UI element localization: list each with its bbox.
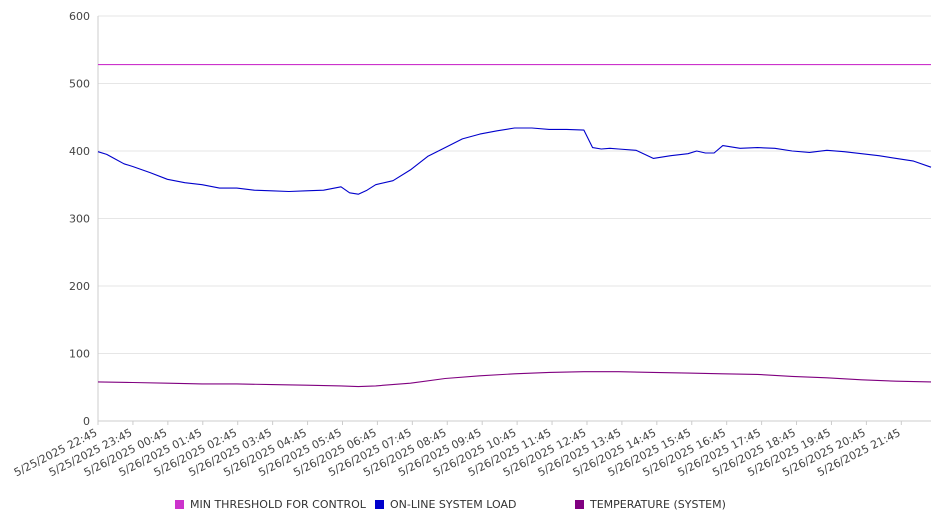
y-tick-label: 300 — [69, 213, 90, 226]
legend-swatch-threshold — [175, 500, 184, 509]
y-tick-label: 600 — [69, 10, 90, 23]
gridlines — [98, 15, 931, 354]
legend-label-system-load: ON-LINE SYSTEM LOAD — [390, 498, 517, 511]
legend-swatch-system-load — [375, 500, 384, 509]
legend-item-threshold[interactable]: MIN THRESHOLD FOR CONTROL — [175, 498, 366, 511]
y-tick-label: 500 — [69, 78, 90, 91]
legend-swatch-temperature — [575, 500, 584, 509]
system-load-line — [97, 127, 932, 195]
y-tick-label: 100 — [69, 348, 90, 361]
series-lines — [97, 64, 932, 388]
temperature-line — [97, 371, 932, 388]
y-axis-ticks: 0 100 200 300 400 500 600 — [69, 10, 90, 428]
x-axis-ticks: 5/25/2025 22:455/25/2025 23:455/26/2025 … — [12, 421, 903, 479]
legend-item-temperature[interactable]: TEMPERATURE (SYSTEM) — [575, 498, 726, 511]
legend-label-threshold: MIN THRESHOLD FOR CONTROL — [190, 498, 366, 511]
axes — [97, 16, 931, 422]
legend-label-temperature: TEMPERATURE (SYSTEM) — [590, 498, 726, 511]
y-tick-label: 400 — [69, 145, 90, 158]
y-tick-label: 0 — [83, 415, 90, 428]
legend: MIN THRESHOLD FOR CONTROL ON-LINE SYSTEM… — [0, 498, 946, 514]
legend-item-system-load[interactable]: ON-LINE SYSTEM LOAD — [375, 498, 516, 511]
y-tick-label: 200 — [69, 280, 90, 293]
